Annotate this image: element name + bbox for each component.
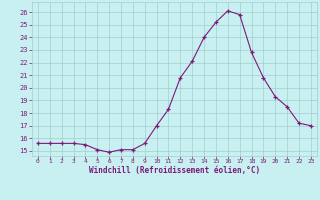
X-axis label: Windchill (Refroidissement éolien,°C): Windchill (Refroidissement éolien,°C)	[89, 166, 260, 175]
